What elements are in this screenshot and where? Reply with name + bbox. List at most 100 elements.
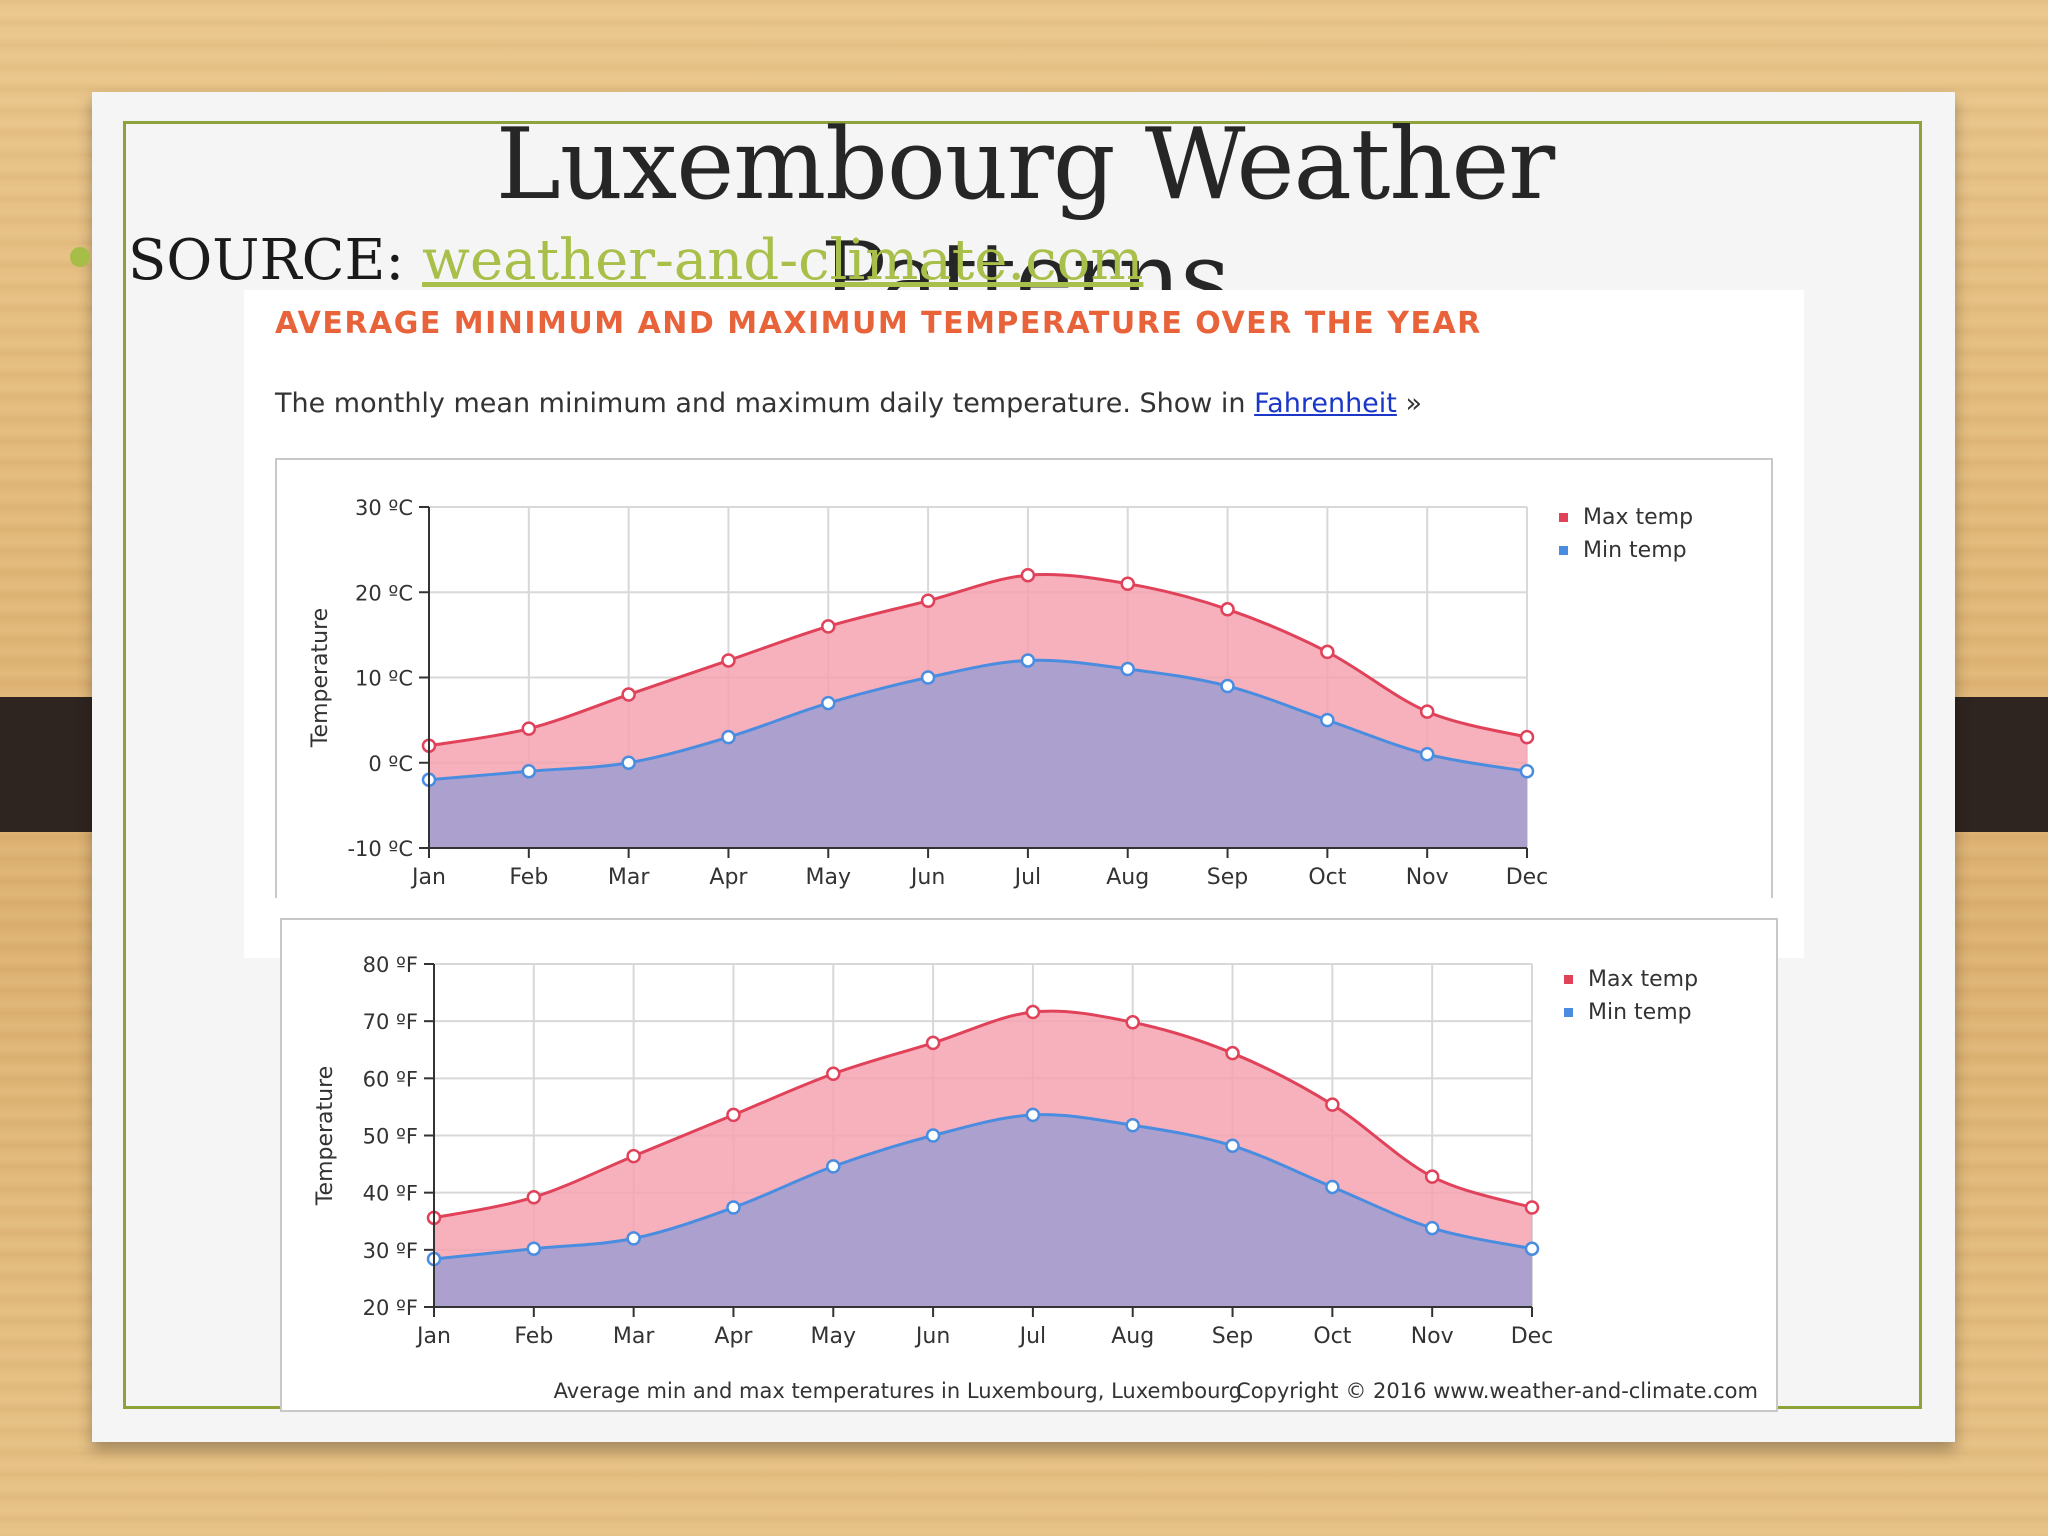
fahrenheit-max-point[interactable]: [1125, 1015, 1140, 1030]
fahrenheit-min-point[interactable]: [1225, 1138, 1240, 1154]
fahrenheit-max-point[interactable]: [1524, 1200, 1540, 1215]
celsius-min-point[interactable]: [920, 670, 936, 685]
bullet-dot-icon: [70, 247, 90, 267]
celsius-max-point[interactable]: [521, 721, 537, 736]
fahrenheit-max-point[interactable]: [826, 1066, 841, 1082]
fahrenheit-xtick-label: Jun: [914, 1324, 950, 1349]
celsius-min-point[interactable]: [521, 764, 537, 779]
description-text: The monthly mean minimum and maximum dai…: [275, 388, 1255, 419]
fahrenheit-copyright[interactable]: Copyright © 2016 www.weather-and-climate…: [1236, 1379, 1758, 1403]
fahrenheit-ytick-label: 20 ºF: [363, 1296, 418, 1320]
celsius-max-point[interactable]: [1320, 644, 1335, 660]
fahrenheit-xtick-label: Nov: [1411, 1324, 1454, 1349]
celsius-xtick-label: Apr: [709, 865, 748, 890]
celsius-chart-svg: 30 ºC 20 ºC 10 ºC 0 ºC -10 ºC Jan Feb Mar Apr May…: [308, 496, 1693, 890]
fahrenheit-link[interactable]: Fahrenheit: [1254, 388, 1397, 419]
celsius-legend-label[interactable]: Min temp: [1583, 538, 1687, 563]
celsius-ytick-label: 10 ºC: [355, 667, 413, 691]
celsius-xtick-label: Jun: [909, 865, 945, 890]
celsius-min-point[interactable]: [1120, 661, 1135, 677]
celsius-max-point[interactable]: [1120, 576, 1135, 591]
fahrenheit-xtick-label: Mar: [613, 1324, 655, 1349]
celsius-min-point[interactable]: [621, 755, 636, 770]
celsius-min-point[interactable]: [1220, 678, 1235, 694]
celsius-min-line: [428, 658, 1528, 782]
celsius-max-point[interactable]: [621, 687, 636, 702]
fahrenheit-ytick-label: 70 ºF: [363, 1010, 418, 1034]
celsius-xtick-label: May: [806, 865, 851, 890]
fahrenheit-max-point[interactable]: [925, 1035, 941, 1051]
fahrenheit-xtick-label: Oct: [1313, 1324, 1351, 1349]
celsius-max-point[interactable]: [821, 619, 836, 634]
fahrenheit-max-point[interactable]: [526, 1189, 542, 1205]
celsius-xtick-label: Jan: [410, 865, 446, 890]
fahrenheit-max-line: [433, 1009, 1533, 1220]
celsius-xtick-label: Dec: [1506, 865, 1549, 890]
celsius-xtick-label: Feb: [509, 865, 548, 890]
fahrenheit-max-point[interactable]: [626, 1148, 641, 1164]
fahrenheit-ytick-label: 30 ºF: [363, 1239, 418, 1263]
fahrenheit-min-point[interactable]: [526, 1241, 542, 1256]
celsius-min-area: [429, 660, 1527, 848]
fahrenheit-ytick-label: 80 ºF: [363, 953, 418, 977]
fahrenheit-legend-label[interactable]: Min temp: [1588, 1000, 1692, 1025]
source-link[interactable]: weather-and-climate.com: [422, 228, 1144, 293]
celsius-max-point[interactable]: [721, 653, 736, 668]
celsius-min-point[interactable]: [721, 729, 736, 745]
celsius-ytick-label: 20 ºC: [355, 581, 413, 605]
fahrenheit-caption: Average min and max temperatures in Luxe…: [554, 1379, 1242, 1403]
celsius-ytick-label: 30 ºC: [355, 496, 413, 520]
fahrenheit-max-point[interactable]: [1424, 1169, 1440, 1184]
fahrenheit-chart-svg: 80 ºF 70 ºF 60 ºF 50 ºF 40 ºF 30 ºF 20 ºF Jan Fe…: [313, 953, 1758, 1403]
fahrenheit-legend[interactable]: Max temp Min temp: [1564, 967, 1698, 1025]
celsius-legend-label[interactable]: Max temp: [1583, 505, 1693, 530]
celsius-max-point[interactable]: [1020, 567, 1036, 583]
celsius-min-point[interactable]: [1519, 764, 1535, 779]
fahrenheit-max-point[interactable]: [1025, 1004, 1041, 1020]
celsius-chart: 30 ºC 20 ºC 10 ºC 0 ºC -10 ºC Jan Feb Mar Apr May…: [275, 458, 1773, 898]
fahrenheit-min-point[interactable]: [726, 1200, 741, 1215]
fahrenheit-legend-swatch: [1564, 975, 1573, 984]
celsius-min-point[interactable]: [1419, 746, 1435, 762]
fahrenheit-min-point[interactable]: [1524, 1241, 1540, 1256]
fahrenheit-min-point[interactable]: [1125, 1117, 1140, 1133]
celsius-min-point[interactable]: [821, 695, 836, 711]
fahrenheit-max-point[interactable]: [1325, 1097, 1340, 1112]
fahrenheit-xtick-label: Apr: [714, 1324, 753, 1349]
celsius-min-point[interactable]: [1320, 712, 1335, 728]
celsius-legend-swatch: [1559, 513, 1568, 522]
fahrenheit-max-point[interactable]: [726, 1107, 741, 1123]
celsius-xtick-label: Oct: [1308, 865, 1346, 890]
celsius-legend-swatch: [1559, 546, 1568, 555]
section-description: The monthly mean minimum and maximum dai…: [275, 388, 1422, 419]
fahrenheit-max-point[interactable]: [1225, 1045, 1240, 1061]
celsius-max-point[interactable]: [920, 593, 936, 609]
fahrenheit-xtick-label: Aug: [1111, 1324, 1154, 1349]
fahrenheit-min-point[interactable]: [1424, 1220, 1440, 1236]
fahrenheit-ytick-label: 60 ºF: [363, 1067, 418, 1091]
celsius-max-point[interactable]: [1419, 704, 1435, 719]
fahrenheit-xtick-label: Jan: [415, 1324, 451, 1349]
fahrenheit-xtick-label: Jul: [1018, 1324, 1047, 1349]
celsius-max-point[interactable]: [1519, 729, 1535, 745]
section-heading: AVERAGE MINIMUM AND MAXIMUM TEMPERATURE …: [275, 306, 1482, 341]
fahrenheit-min-point[interactable]: [626, 1231, 641, 1246]
celsius-min-point[interactable]: [1020, 653, 1036, 668]
fahrenheit-legend-label[interactable]: Max temp: [1588, 967, 1698, 992]
celsius-max-line: [428, 572, 1528, 748]
fahrenheit-ytick-label: 40 ºF: [363, 1182, 418, 1206]
fahrenheit-legend-swatch: [1564, 1008, 1573, 1017]
celsius-ytick-label: -10 ºC: [347, 837, 413, 861]
fahrenheit-xtick-label: Dec: [1511, 1324, 1554, 1349]
link-suffix: »: [1396, 388, 1422, 419]
fahrenheit-min-point[interactable]: [1325, 1179, 1340, 1195]
celsius-max-point[interactable]: [1220, 602, 1235, 617]
fahrenheit-min-point[interactable]: [925, 1128, 941, 1143]
fahrenheit-xtick-label: May: [811, 1324, 856, 1349]
celsius-xtick-label: Jul: [1013, 865, 1042, 890]
celsius-legend[interactable]: Max temp Min temp: [1559, 505, 1693, 563]
celsius-xtick-label: Aug: [1106, 865, 1149, 890]
fahrenheit-min-point[interactable]: [1025, 1107, 1041, 1123]
fahrenheit-min-point[interactable]: [826, 1159, 841, 1174]
fahrenheit-min-area: [434, 1114, 1532, 1307]
